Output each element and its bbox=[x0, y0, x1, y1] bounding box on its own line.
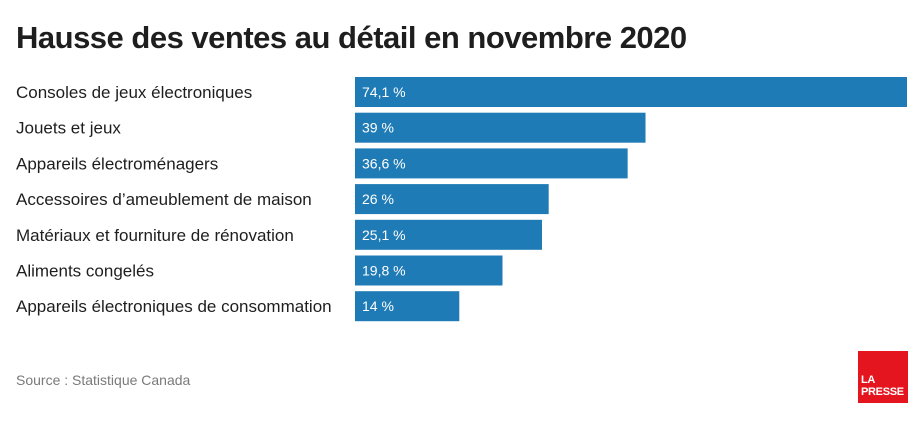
logo-line-1: LA bbox=[861, 374, 876, 386]
logo-line-2: PRESSE bbox=[861, 386, 904, 398]
bar-1 bbox=[355, 77, 907, 107]
bar-7 bbox=[355, 291, 460, 322]
bars bbox=[355, 77, 907, 322]
logo-text: LA PRESSE bbox=[861, 374, 904, 398]
category-labels: Consoles de jeux électroniques Jouets et … bbox=[16, 83, 332, 316]
value-label-1: 74,1 % bbox=[362, 84, 406, 100]
category-label-4: Accessoires d’ameublement de maison bbox=[16, 190, 312, 209]
category-label-2: Jouets et jeux bbox=[16, 119, 121, 138]
bar-3 bbox=[355, 148, 628, 179]
category-label-7: Appareils électroniques de consommation bbox=[16, 297, 332, 316]
value-label-3: 36,6 % bbox=[362, 155, 406, 171]
bar-6 bbox=[355, 255, 503, 286]
bar-2 bbox=[355, 112, 646, 143]
value-label-7: 14 % bbox=[362, 298, 394, 314]
value-label-5: 25,1 % bbox=[362, 227, 406, 243]
value-label-4: 26 % bbox=[362, 191, 394, 207]
bar-5 bbox=[355, 219, 542, 250]
value-labels: 74,1 % 39 % 36,6 % 26 % 25,1 % 19,8 % 14 % bbox=[362, 84, 406, 314]
category-label-5: Matériaux et fourniture de rénovation bbox=[16, 226, 294, 245]
category-label-3: Appareils électroménagers bbox=[16, 154, 218, 173]
category-label-1: Consoles de jeux électroniques bbox=[16, 83, 252, 102]
bar-4 bbox=[355, 184, 549, 215]
value-label-2: 39 % bbox=[362, 120, 394, 136]
chart-title: Hausse des ventes au détail en novembre … bbox=[16, 20, 687, 55]
la-presse-logo: LA PRESSE bbox=[858, 351, 908, 403]
source-note: Source : Statistique Canada bbox=[16, 372, 191, 388]
category-label-6: Aliments congelés bbox=[16, 262, 154, 281]
value-label-6: 19,8 % bbox=[362, 263, 406, 279]
